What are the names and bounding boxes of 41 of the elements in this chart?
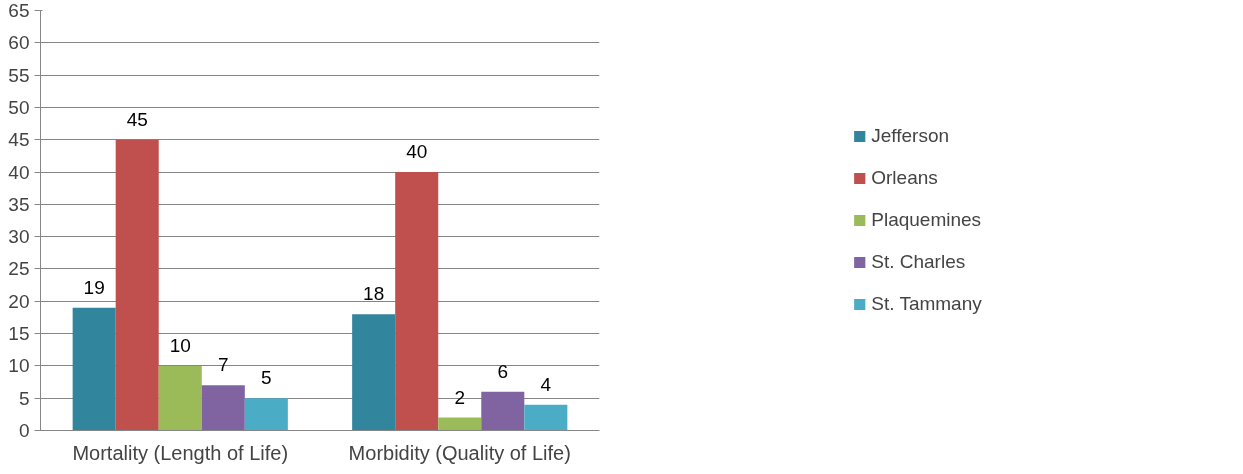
bar — [438, 417, 482, 431]
legend-label: Orleans — [871, 167, 938, 189]
y-tick-label: 15 — [8, 323, 30, 345]
x-tick-label: Mortality (Length of Life) — [72, 441, 289, 464]
y-tick-label: 20 — [8, 290, 30, 312]
bar — [352, 314, 396, 431]
y-tick-label: 5 — [18, 387, 30, 409]
data-label: 4 — [540, 373, 552, 395]
bar — [72, 307, 116, 431]
y-tick-label: 0 — [18, 420, 30, 441]
bar — [395, 172, 439, 431]
y-tick-label: 65 — [8, 0, 30, 21]
data-label: 2 — [454, 386, 466, 408]
legend-label: Jefferson — [871, 125, 950, 147]
data-label: 6 — [497, 360, 509, 382]
y-tick-label: 60 — [8, 32, 30, 54]
data-label: 45 — [126, 108, 148, 130]
x-tick-label: Morbidity (Quality of Life) — [348, 441, 571, 464]
legend-label: Plaquemines — [871, 209, 982, 231]
bar — [201, 385, 245, 431]
bar — [244, 398, 288, 431]
data-label: 40 — [406, 141, 428, 163]
data-label: 18 — [363, 283, 385, 305]
data-label: 5 — [261, 367, 272, 389]
y-tick-label: 55 — [8, 64, 30, 86]
bar — [158, 365, 202, 431]
y-tick-label: 45 — [8, 129, 30, 151]
y-tick-label: 40 — [8, 161, 30, 183]
data-label: 10 — [169, 334, 191, 356]
y-tick-label: 25 — [8, 258, 30, 280]
y-tick-label: 50 — [8, 96, 30, 118]
y-tick-label: 35 — [8, 193, 30, 215]
legend-label: St. Tammany — [871, 293, 982, 315]
y-tick-label: 10 — [8, 355, 30, 377]
bar — [481, 391, 525, 431]
y-tick-label: 30 — [8, 226, 30, 248]
data-label: 7 — [218, 354, 229, 376]
legend-label: St. Charles — [871, 251, 966, 273]
bar — [115, 139, 159, 431]
bar — [524, 404, 568, 431]
data-label: 19 — [83, 276, 105, 298]
